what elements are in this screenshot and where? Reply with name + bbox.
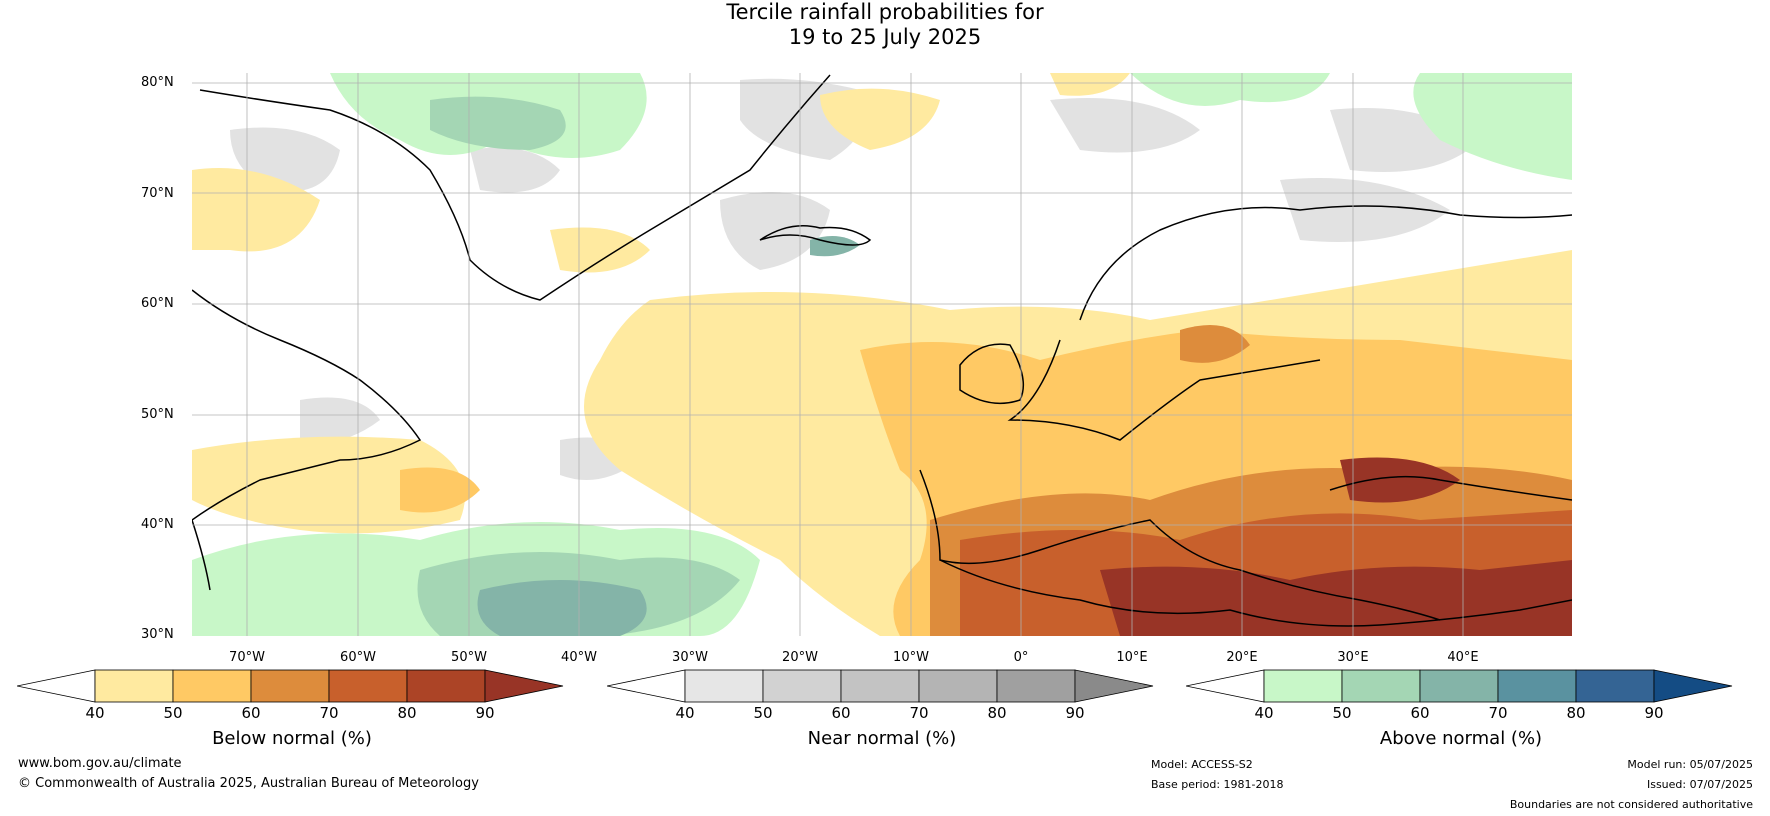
copyright-text: © Commonwealth of Australia 2025, Austra… bbox=[18, 776, 479, 791]
near-normal-label: Near normal (%) bbox=[807, 728, 957, 749]
above-colorbar-segment-0 bbox=[1263, 669, 1343, 703]
above-normal-label: Above normal (%) bbox=[1379, 728, 1543, 749]
below-colorbar-tick-90: 90 bbox=[475, 704, 495, 722]
lon-label-10e: 10°E bbox=[1116, 650, 1148, 665]
lat-label-40n: 40°N bbox=[141, 517, 174, 532]
above-colorbar-min-triangle bbox=[1186, 669, 1265, 703]
lat-label-50n: 50°N bbox=[141, 407, 174, 422]
near-normal-colorbar bbox=[607, 669, 1154, 703]
issued-text: Issued: 07/07/2025 bbox=[1646, 778, 1753, 791]
above-colorbar-tick-90: 90 bbox=[1644, 704, 1664, 722]
disclaimer-text: Boundaries are not considered authoritat… bbox=[1509, 798, 1753, 811]
below-colorbar-tick-50: 50 bbox=[163, 704, 183, 722]
near-colorbar-segment-2 bbox=[840, 669, 920, 703]
map-title: Tercile rainfall probabilities for 19 to… bbox=[0, 0, 1770, 50]
lon-label-70w: 70°W bbox=[229, 650, 265, 665]
below-colorbar-tick-70: 70 bbox=[319, 704, 339, 722]
model-run-text: Model run: 05/07/2025 bbox=[1627, 758, 1753, 771]
model-text: Model: ACCESS-S2 bbox=[1151, 758, 1253, 771]
below-colorbar-tick-40: 40 bbox=[85, 704, 105, 722]
website-link[interactable]: www.bom.gov.au/climate bbox=[18, 756, 182, 771]
below-colorbar-tick-60: 60 bbox=[241, 704, 261, 722]
title-line-2: 19 to 25 July 2025 bbox=[788, 25, 982, 49]
below-colorbar-min-triangle bbox=[17, 669, 96, 703]
title-line-1: Tercile rainfall probabilities for bbox=[726, 0, 1044, 24]
base-period-text: Base period: 1981-2018 bbox=[1151, 778, 1284, 791]
above-colorbar-tick-60: 60 bbox=[1410, 704, 1430, 722]
graticule bbox=[192, 73, 1572, 636]
map-field bbox=[192, 73, 1572, 636]
above-colorbar-segment-1 bbox=[1341, 669, 1421, 703]
below-colorbar-segment-1 bbox=[172, 669, 252, 703]
near-colorbar-segment-3 bbox=[918, 669, 998, 703]
near-colorbar-segment-4 bbox=[996, 669, 1076, 703]
below-normal-90 bbox=[1100, 457, 1572, 636]
near-colorbar-tick-50: 50 bbox=[753, 704, 773, 722]
near-colorbar-segment-0 bbox=[684, 669, 764, 703]
above-colorbar-tick-70: 70 bbox=[1488, 704, 1508, 722]
below-colorbar-tick-80: 80 bbox=[397, 704, 417, 722]
lon-label-20e: 20°E bbox=[1226, 650, 1258, 665]
below-colorbar-max-triangle bbox=[484, 669, 564, 703]
above-colorbar-segment-2 bbox=[1419, 669, 1499, 703]
near-colorbar-tick-90: 90 bbox=[1065, 704, 1085, 722]
below-colorbar-segment-0 bbox=[94, 669, 174, 703]
above-colorbar-segment-3 bbox=[1497, 669, 1577, 703]
lon-label-30w: 30°W bbox=[672, 650, 708, 665]
above-colorbar-tick-80: 80 bbox=[1566, 704, 1586, 722]
above-colorbar-tick-40: 40 bbox=[1254, 704, 1274, 722]
lon-label-10w: 10°W bbox=[893, 650, 929, 665]
lon-label-60w: 60°W bbox=[340, 650, 376, 665]
lat-label-60n: 60°N bbox=[141, 296, 174, 311]
near-colorbar-max-triangle bbox=[1074, 669, 1154, 703]
below-normal-colorbar bbox=[17, 669, 564, 703]
lat-label-30n: 30°N bbox=[141, 627, 174, 642]
near-colorbar-tick-70: 70 bbox=[909, 704, 929, 722]
lon-label-50w: 50°W bbox=[451, 650, 487, 665]
below-colorbar-segment-2 bbox=[250, 669, 330, 703]
above-colorbar-tick-50: 50 bbox=[1332, 704, 1352, 722]
near-colorbar-segment-1 bbox=[762, 669, 842, 703]
lon-label-30e: 30°E bbox=[1337, 650, 1369, 665]
lat-label-80n: 80°N bbox=[141, 75, 174, 90]
lon-label-40e: 40°E bbox=[1447, 650, 1479, 665]
above-colorbar-max-triangle bbox=[1653, 669, 1733, 703]
near-colorbar-tick-60: 60 bbox=[831, 704, 851, 722]
coastlines bbox=[192, 74, 1572, 627]
near-colorbar-tick-40: 40 bbox=[675, 704, 695, 722]
near-colorbar-tick-80: 80 bbox=[987, 704, 1007, 722]
lon-label-0: 0° bbox=[1013, 650, 1029, 665]
below-colorbar-segment-4 bbox=[406, 669, 486, 703]
below-normal-label: Below normal (%) bbox=[212, 728, 372, 749]
lon-label-40w: 40°W bbox=[561, 650, 597, 665]
lon-label-20w: 20°W bbox=[782, 650, 818, 665]
above-colorbar-segment-4 bbox=[1575, 669, 1655, 703]
above-normal-colorbar bbox=[1186, 669, 1733, 703]
below-colorbar-segment-3 bbox=[328, 669, 408, 703]
near-colorbar-min-triangle bbox=[607, 669, 686, 703]
lat-label-70n: 70°N bbox=[141, 186, 174, 201]
